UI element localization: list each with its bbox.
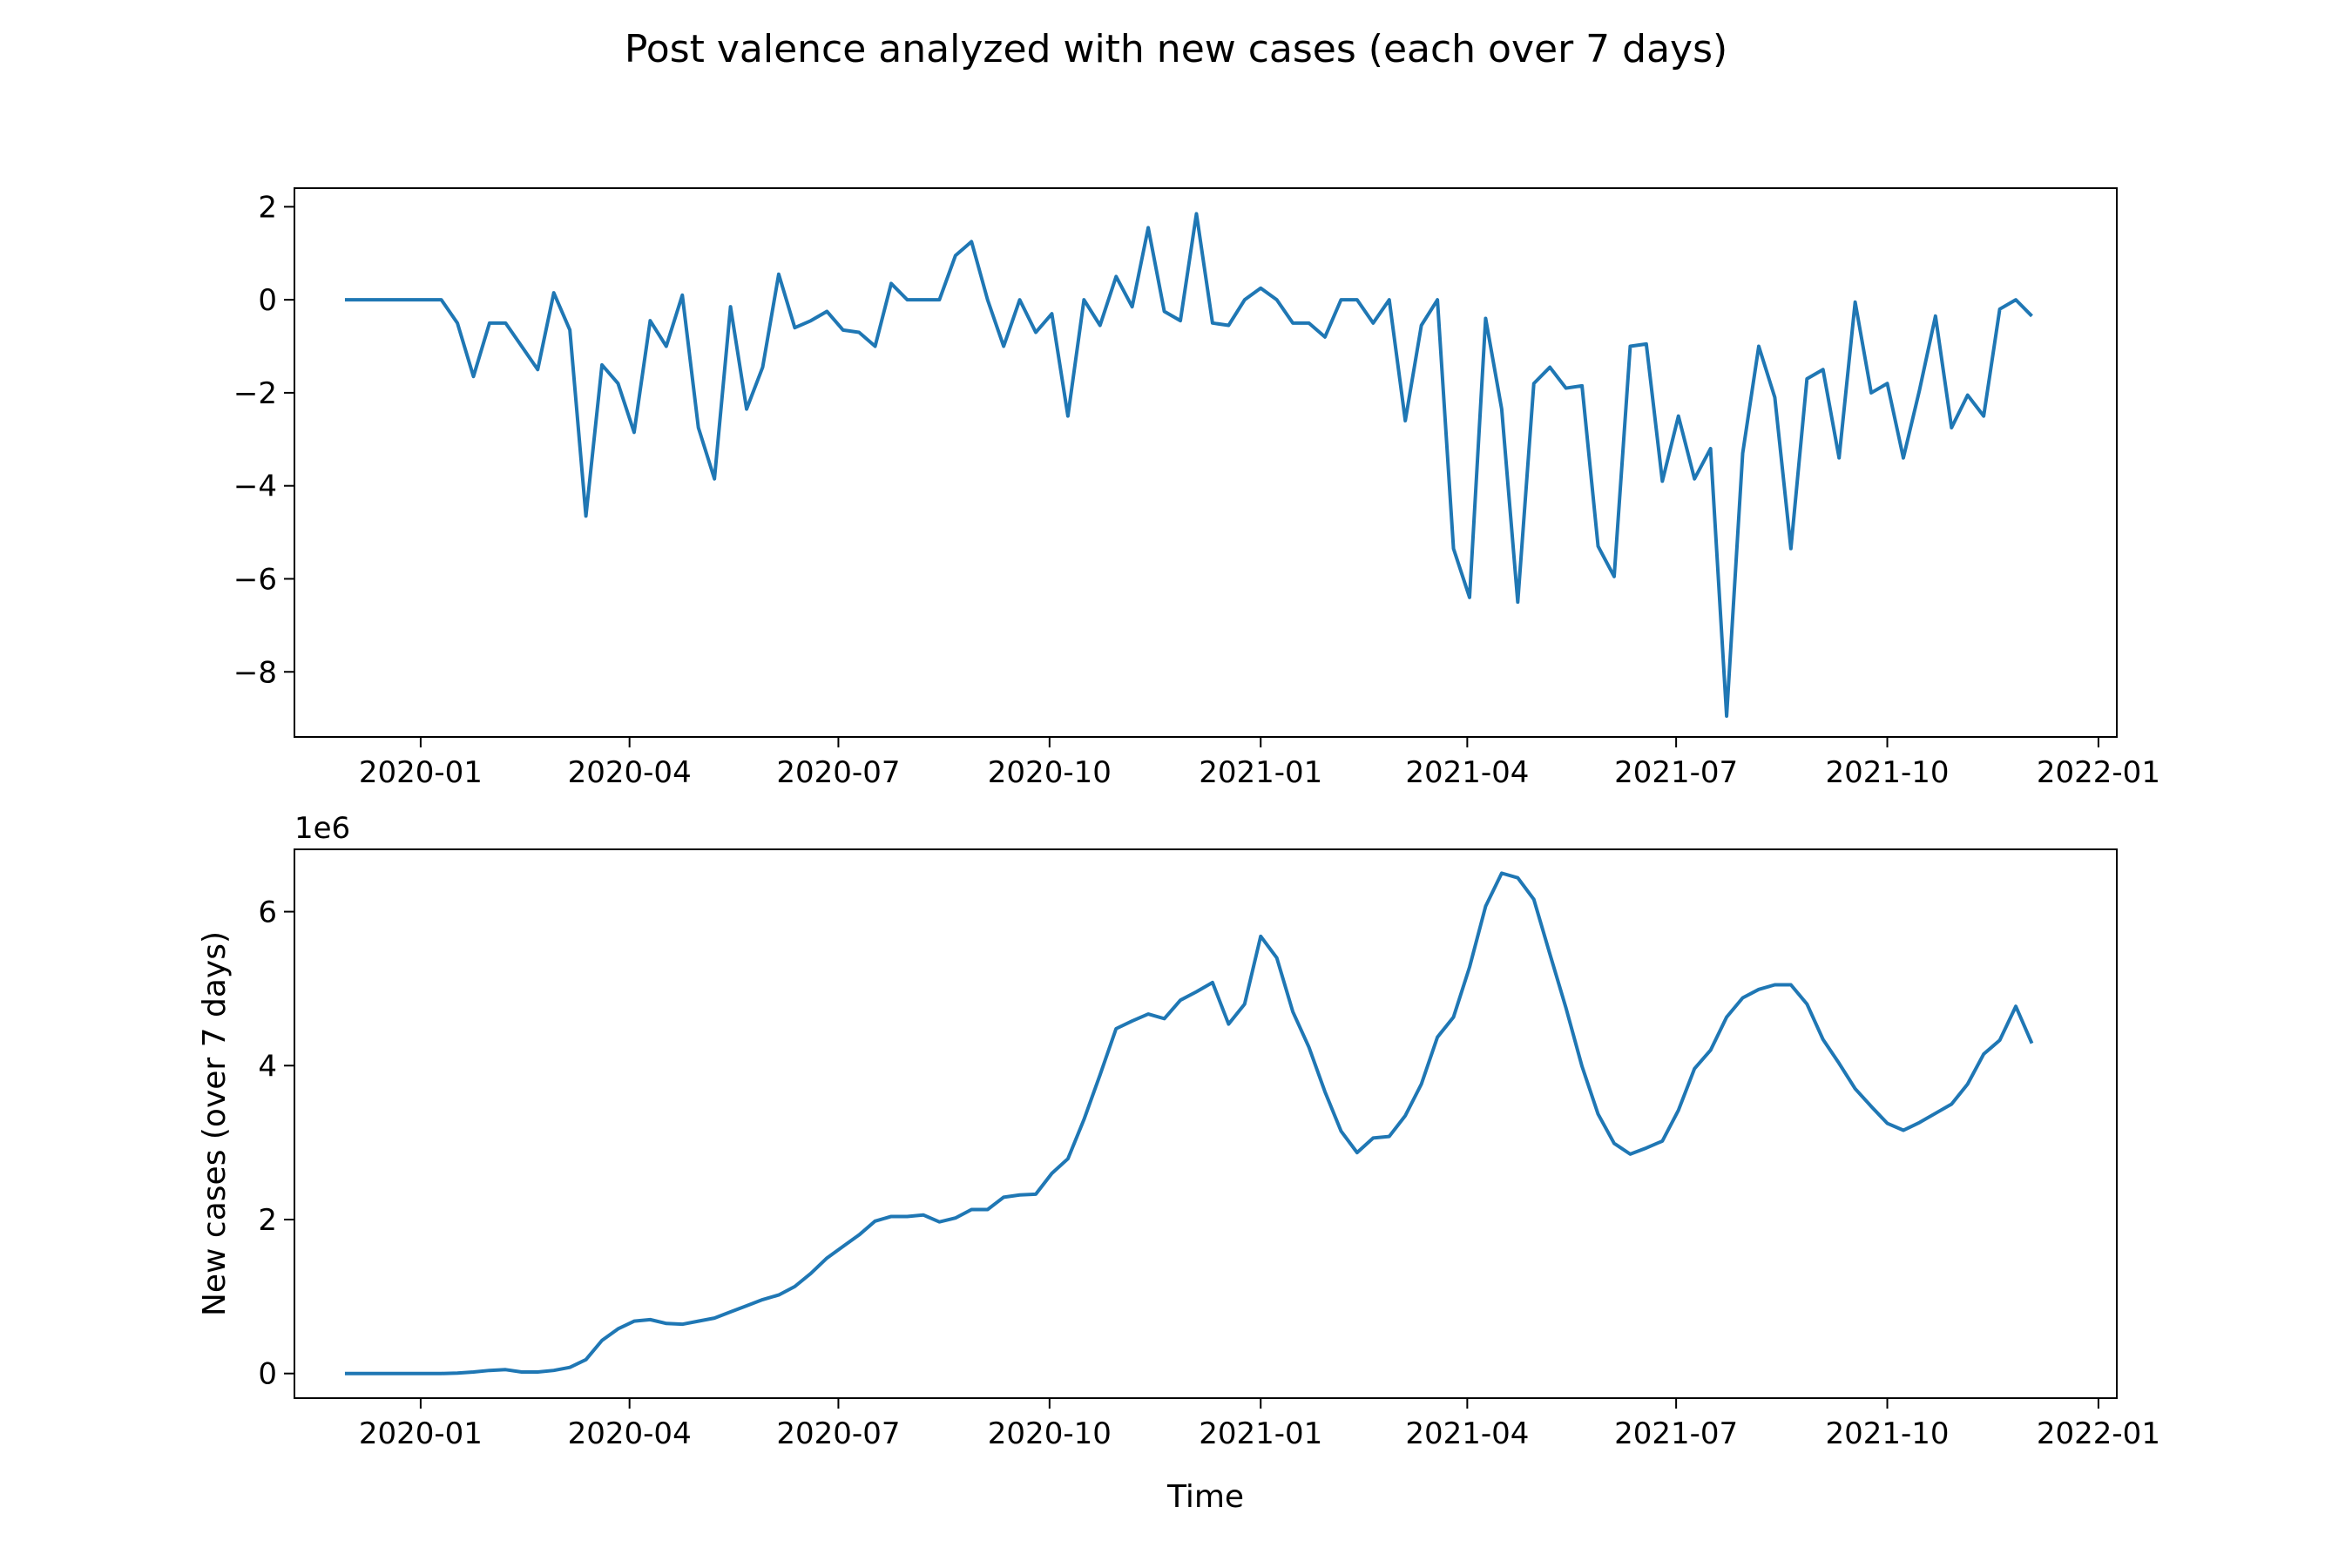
new-cases-y-axis: 0 2 4 6 [258, 896, 294, 1392]
x-tick-label: 2021-01 [1199, 755, 1322, 790]
x-tick-label: 2021-10 [1825, 1416, 1949, 1451]
y-axis-label: New cases (over 7 days) [197, 931, 233, 1316]
valence-axes-frame [294, 187, 2118, 738]
y-tick-label: −2 [233, 376, 277, 411]
x-tick-label: 2020-01 [359, 755, 483, 790]
valence-panel: 2020-01 2020-04 2020-07 2020-10 2021-01 2021-… [233, 187, 2160, 790]
x-tick-label: 2022-01 [2037, 755, 2160, 790]
y-tick-label: −8 [233, 655, 277, 690]
x-tick-label: 2020-04 [568, 755, 692, 790]
valence-x-axis: 2020-01 2020-04 2020-07 2020-10 2021-01 2021-… [359, 737, 2160, 790]
y-tick-label: 2 [258, 190, 277, 225]
new-cases-panel: 2020-01 2020-04 2020-07 2020-10 2021-01 2021-… [197, 811, 2160, 1515]
x-tick-label: 2021-10 [1825, 755, 1949, 790]
x-tick-label: 2021-07 [1614, 1416, 1738, 1451]
valence-series [344, 212, 2033, 718]
new-cases-line [344, 871, 2034, 1375]
valence-line [344, 212, 2033, 718]
x-axis-label: Time [1166, 1479, 1244, 1515]
x-tick-label: 2020-07 [776, 1416, 900, 1451]
new-cases-series [344, 871, 2034, 1375]
new-cases-axes-frame [294, 848, 2118, 1399]
y-tick-label: 0 [258, 283, 277, 318]
y-tick-label: 4 [258, 1049, 277, 1084]
y-tick-label: −4 [233, 470, 277, 504]
x-tick-label: 2021-04 [1405, 1416, 1529, 1451]
y-tick-label: 2 [258, 1203, 277, 1238]
new-cases-plot-area [294, 849, 2117, 1398]
figure-title: Post valence analyzed with new cases (ea… [625, 27, 1727, 71]
y-tick-label: −6 [233, 562, 277, 597]
x-tick-label: 2020-10 [988, 755, 1112, 790]
x-tick-label: 2020-10 [988, 1416, 1112, 1451]
x-tick-label: 2021-01 [1199, 1416, 1322, 1451]
x-tick-label: 2022-01 [2037, 1416, 2160, 1451]
new-cases-x-axis: 2020-01 2020-04 2020-07 2020-10 2021-01 2021-… [359, 1398, 2160, 1451]
y-tick-label: 6 [258, 896, 277, 930]
x-tick-label: 2020-04 [568, 1416, 692, 1451]
valence-y-axis: 2 0 −2 −4 −6 −8 [233, 190, 294, 690]
x-tick-label: 2020-07 [776, 755, 900, 790]
y-tick-label: 0 [258, 1357, 277, 1392]
x-tick-label: 2020-01 [359, 1416, 483, 1451]
x-tick-label: 2021-04 [1405, 755, 1529, 790]
y-offset-text: 1e6 [294, 811, 350, 846]
x-tick-label: 2021-07 [1614, 755, 1738, 790]
